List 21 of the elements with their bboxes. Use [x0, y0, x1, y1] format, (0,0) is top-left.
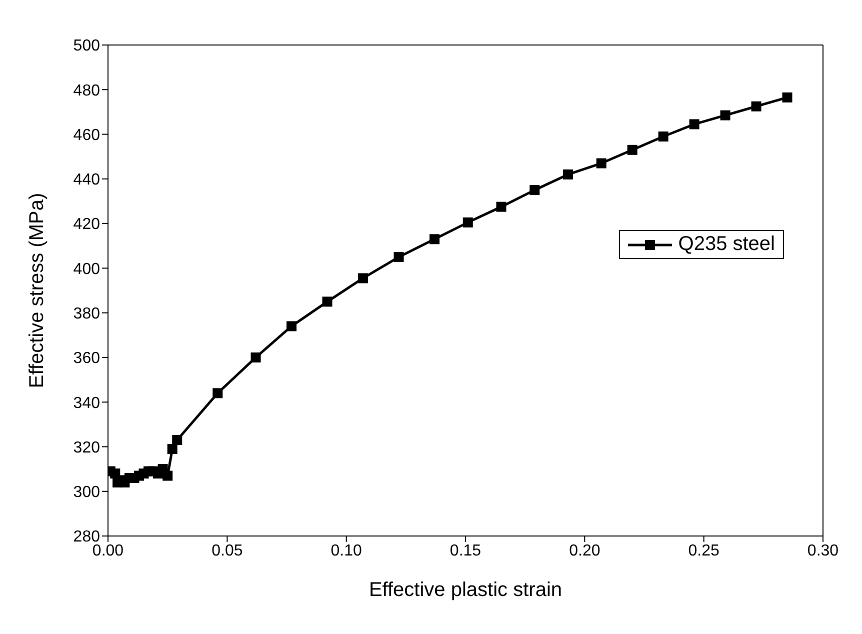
x-tick-label: 0.00: [92, 542, 124, 560]
y-axis-title: Effective stress (MPa): [26, 192, 48, 388]
x-tick-label: 0.30: [807, 542, 839, 560]
x-tick-label: 0.15: [450, 542, 482, 560]
y-tick-label: 480: [73, 82, 100, 100]
legend-label: Q235 steel: [678, 233, 775, 256]
x-tick-label: 0.10: [330, 542, 362, 560]
y-tick-label: 300: [73, 484, 100, 502]
y-tick-label: 340: [73, 394, 100, 412]
x-axis-title: Effective plastic strain: [368, 579, 562, 601]
x-tick-label: 0.20: [569, 542, 600, 560]
y-tick-label: 440: [73, 172, 100, 189]
x-tick-label: 0.05: [212, 542, 243, 560]
y-tick-label: 420: [73, 216, 100, 234]
y-tick-label: 320: [73, 439, 100, 456]
y-tick-label: 460: [73, 126, 100, 144]
y-tick-label: 400: [73, 260, 100, 278]
y-tick-label: 380: [73, 306, 100, 322]
y-tick-label: 360: [73, 350, 100, 368]
x-tick-label: 0.25: [688, 542, 720, 560]
y-tick-label: 500: [73, 38, 100, 55]
